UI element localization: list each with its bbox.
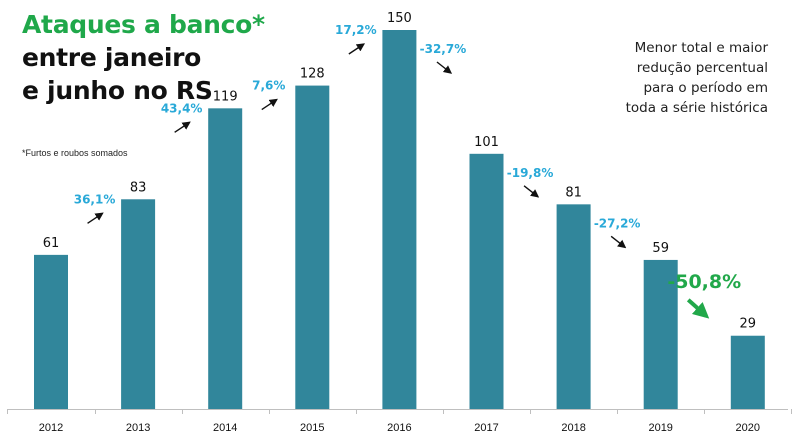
chart-title-line-3: e junho no RS [22,76,213,105]
annotation-line-3: para o período em [643,80,768,96]
x-tick-label: 2013 [126,422,150,434]
change-label: 36,1% [74,192,116,206]
change-arrow [348,43,366,55]
chart-title-line-2: entre janeiro [22,43,202,72]
bar [730,335,765,409]
x-tick-label: 2017 [474,422,498,434]
chart-footnote: *Furtos e roubos somados [22,148,128,158]
chart-title: Ataques a banco* entre janeiro e junho n… [22,8,265,107]
bar [34,254,68,409]
x-tick-label: 2020 [736,422,760,434]
x-tick-label: 2016 [387,422,411,434]
bar-value-label: 83 [130,180,147,195]
bar-value-label: 101 [474,135,499,150]
bar [295,85,330,409]
change-arrow [87,212,104,224]
chart-annotation: Menor total e maior redução percentual p… [568,38,768,118]
change-label: -19,8% [507,166,554,180]
bar-value-label: 59 [652,241,669,256]
annotation-line-4: toda a série histórica [625,100,768,116]
bar [556,204,591,409]
x-tick-label: 2012 [39,422,63,434]
change-arrow [261,98,278,111]
bar-value-label: 29 [740,317,757,332]
x-tick-label: 2014 [213,422,237,434]
x-tick-label: 2015 [300,422,324,434]
change-label: 7,6% [252,79,285,93]
chart-title-line-1: Ataques a banco* [22,10,265,39]
bar [643,259,678,409]
change-arrow-highlight [686,298,710,319]
change-arrow [523,185,540,198]
change-arrow [436,61,453,74]
bar-value-label: 128 [300,67,325,82]
x-tick-label: 2018 [561,422,585,434]
change-arrow [174,121,191,133]
bar-value-label: 119 [213,89,238,104]
change-label: -32,7% [420,42,467,56]
change-label-highlight: -50,8% [667,271,741,293]
bar [121,199,156,409]
bar [469,153,504,409]
annotation-line-1: Menor total e maior [634,40,768,56]
bar-value-label: 61 [43,236,60,251]
bar-value-label: 81 [565,185,582,200]
bar [382,30,417,409]
change-arrow [610,235,627,249]
bar [208,108,243,410]
change-label: 43,4% [161,101,203,115]
change-label: 17,2% [335,23,377,37]
annotation-line-2: redução percentual [636,60,768,76]
bar-value-label: 150 [387,11,412,26]
x-tick-label: 2019 [648,422,672,434]
change-label: -27,2% [594,216,641,230]
